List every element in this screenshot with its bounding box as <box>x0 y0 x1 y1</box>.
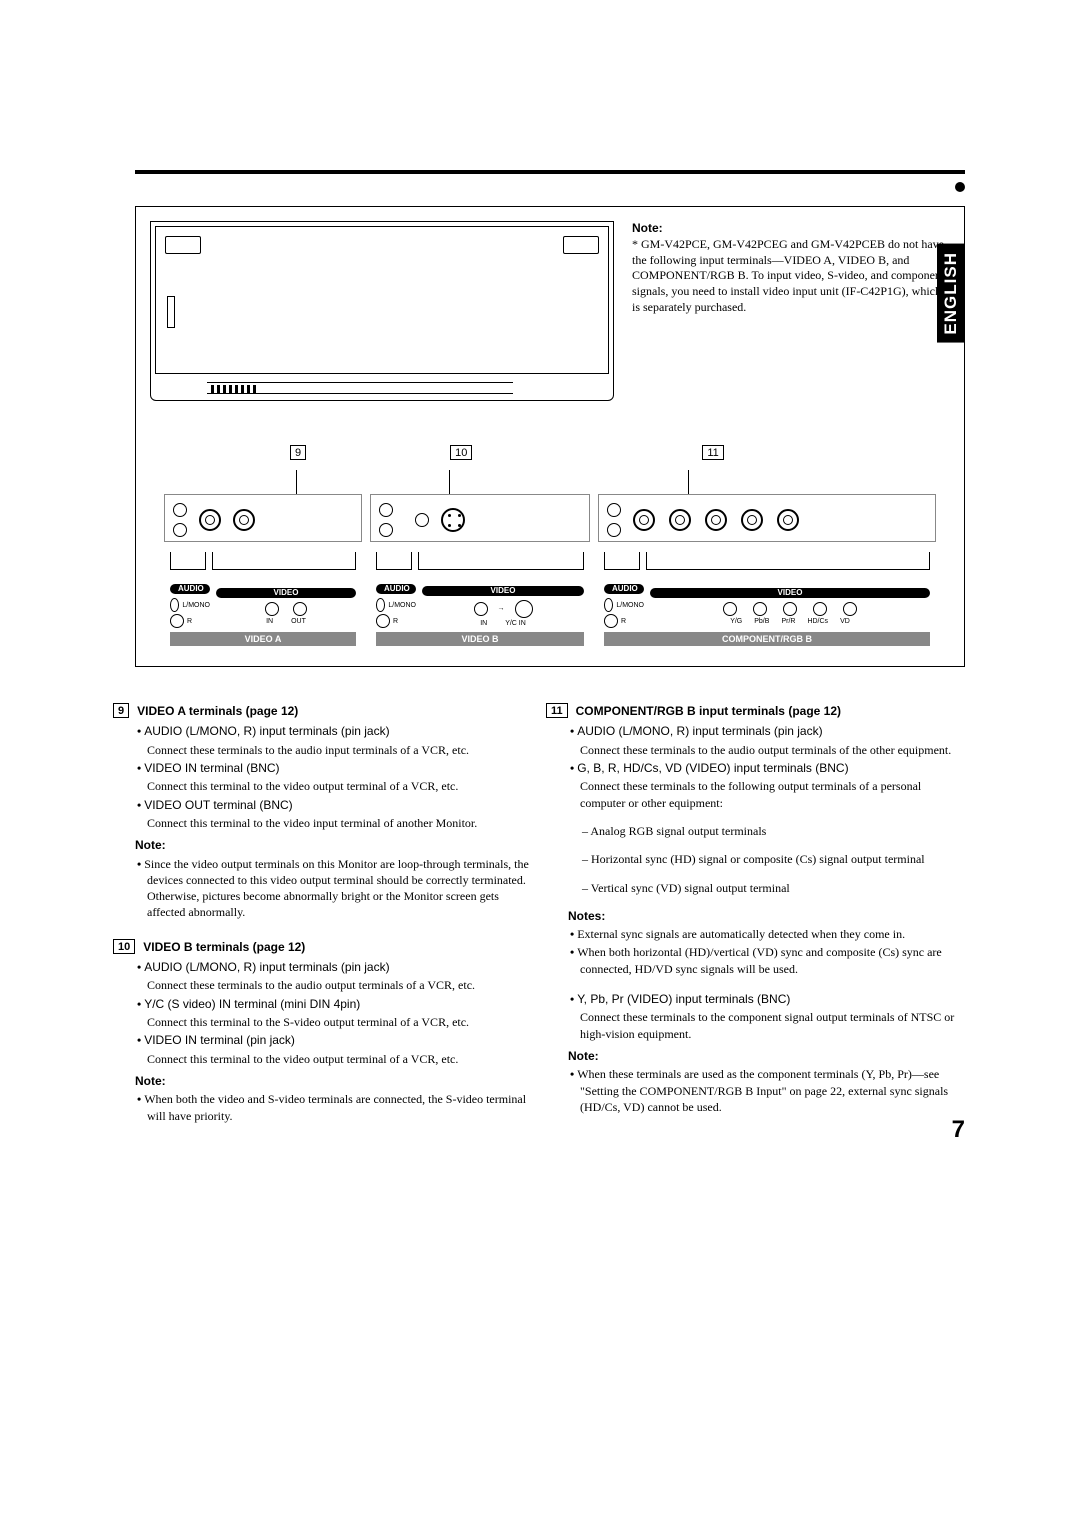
note-heading: Note: <box>135 1073 532 1089</box>
video-b-title-bar: VIDEO B <box>376 632 584 646</box>
top-note: Note: * GM-V42PCE, GM-V42PCEG and GM-V42… <box>632 221 950 421</box>
section-10: 10VIDEO B terminals (page 12) AUDIO (L/M… <box>135 939 532 1124</box>
note-item: When both horizontal (HD)/vertical (VD) … <box>568 944 965 977</box>
sub-item: Analog RGB signal output terminals <box>580 823 965 839</box>
item-body: Connect this terminal to the S-video out… <box>147 1014 532 1030</box>
item-body: Connect these terminals to the component… <box>580 1009 965 1042</box>
bnc-jack <box>669 509 691 531</box>
component-rgb-b-labels: AUDIO L/MONO R VIDEO Y/GPb/BPr/RHD/CsVD … <box>598 578 936 646</box>
video-jack <box>415 513 429 527</box>
item-body: Connect this terminal to the video outpu… <box>147 778 532 794</box>
bnc-jack <box>777 509 799 531</box>
bnc-jack <box>633 509 655 531</box>
corner-dot <box>955 182 965 192</box>
audio-pill: AUDIO <box>604 584 644 594</box>
item-lead: VIDEO OUT terminal (BNC) <box>144 798 292 812</box>
section-title: VIDEO B terminals (page 12) <box>143 939 305 955</box>
item-body: Connect these terminals to the audio out… <box>147 977 532 993</box>
rear-panel-figure: Note: * GM-V42PCE, GM-V42PCEG and GM-V42… <box>135 206 965 667</box>
item-lead: Y, Pb, Pr (VIDEO) input terminals (BNC) <box>577 992 790 1006</box>
item-body: Connect this terminal to the video outpu… <box>147 1051 532 1067</box>
item-lead: AUDIO (L/MONO, R) input terminals (pin j… <box>144 724 389 738</box>
video-pill: VIDEO <box>422 586 584 596</box>
item-body: Connect these terminals to the audio inp… <box>147 742 532 758</box>
section-title: COMPONENT/RGB B input terminals (page 12… <box>576 703 841 719</box>
item-lead: VIDEO IN terminal (pin jack) <box>144 1033 295 1047</box>
terminal-panel-labels: AUDIO L/MONO R VIDEO INOUT VIDEO A AUDIO <box>164 578 936 646</box>
item-lead: Y/C (S video) IN terminal (mini DIN 4pin… <box>144 997 360 1011</box>
audio-jack <box>607 503 621 517</box>
terminal-panel-enlarged <box>164 494 936 542</box>
callout-10: 10 <box>450 445 472 460</box>
section-number: 9 <box>113 703 129 718</box>
sub-item: Horizontal sync (HD) signal or composite… <box>580 851 965 867</box>
audio-jack <box>173 523 187 537</box>
video-b-panel <box>370 494 590 542</box>
monitor-rear-view <box>150 221 614 421</box>
notes-heading: Notes: <box>568 908 965 924</box>
bnc-jack <box>233 509 255 531</box>
item-lead: G, B, R, HD/Cs, VD (VIDEO) input termina… <box>577 761 848 775</box>
page-number: 7 <box>952 1116 965 1144</box>
note-heading: Note: <box>135 837 532 853</box>
audio-jack <box>379 503 393 517</box>
note-item: Since the video output terminals on this… <box>135 856 532 921</box>
section-9: 9VIDEO A terminals (page 12) AUDIO (L/MO… <box>135 703 532 921</box>
component-rgb-b-panel <box>598 494 936 542</box>
bnc-jack <box>741 509 763 531</box>
language-tab: ENGLISH <box>937 244 965 343</box>
section-11: 11COMPONENT/RGB B input terminals (page … <box>568 703 965 1115</box>
bnc-jack <box>199 509 221 531</box>
section-number: 11 <box>546 703 568 718</box>
sub-item: Vertical sync (VD) signal output termina… <box>580 880 965 896</box>
section-number: 10 <box>113 939 135 954</box>
video-pill: VIDEO <box>216 588 356 598</box>
s-video-jack <box>441 508 465 532</box>
callout-numbers: 9 10 11 <box>238 445 862 460</box>
video-b-labels: AUDIO L/MONO R VIDEO → INY/C IN VIDEO B <box>370 578 590 646</box>
component-rgb-b-title-bar: COMPONENT/RGB B <box>604 632 930 646</box>
audio-jack <box>173 503 187 517</box>
callout-11: 11 <box>702 445 723 460</box>
item-lead: AUDIO (L/MONO, R) input terminals (pin j… <box>577 724 822 738</box>
audio-jack <box>607 523 621 537</box>
video-a-title-bar: VIDEO A <box>170 632 356 646</box>
note-item: External sync signals are automatically … <box>568 926 965 942</box>
video-a-panel <box>164 494 362 542</box>
bnc-jack <box>705 509 727 531</box>
audio-pill: AUDIO <box>376 584 416 594</box>
item-body: Connect this terminal to the video input… <box>147 815 532 831</box>
note-item: When both the video and S-video terminal… <box>135 1091 532 1124</box>
note-item: When these terminals are used as the com… <box>568 1066 965 1115</box>
item-body: Connect these terminals to the audio out… <box>580 742 965 758</box>
section-title: VIDEO A terminals (page 12) <box>137 703 298 719</box>
audio-pill: AUDIO <box>170 584 210 594</box>
item-lead: VIDEO IN terminal (BNC) <box>144 761 279 775</box>
item-body: Connect these terminals to the following… <box>580 778 965 811</box>
right-column: 11COMPONENT/RGB B input terminals (page … <box>568 703 965 1142</box>
note-body: * GM-V42PCE, GM-V42PCEG and GM-V42PCEB d… <box>632 237 950 316</box>
video-pill: VIDEO <box>650 588 930 598</box>
audio-jack <box>379 523 393 537</box>
item-lead: AUDIO (L/MONO, R) input terminals (pin j… <box>144 960 389 974</box>
callout-9: 9 <box>290 445 306 460</box>
note-heading: Note: <box>568 1048 965 1064</box>
left-column: 9VIDEO A terminals (page 12) AUDIO (L/MO… <box>135 703 532 1142</box>
video-a-labels: AUDIO L/MONO R VIDEO INOUT VIDEO A <box>164 578 362 646</box>
top-rule <box>135 170 965 174</box>
note-heading: Note: <box>632 221 950 237</box>
